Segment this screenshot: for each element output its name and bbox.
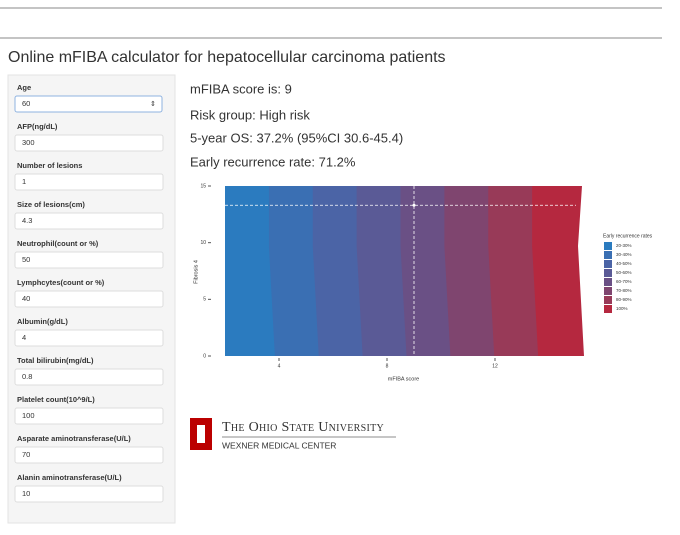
input-label: Size of lesions(cm): [17, 200, 85, 209]
input-label: Number of lesions: [17, 161, 82, 170]
heat-band: [312, 186, 365, 356]
input-box[interactable]: [14, 368, 164, 386]
spinner: ⇕: [150, 100, 156, 108]
input-label: AFP(ng/dL): [17, 122, 58, 131]
heat-band: [488, 186, 541, 356]
legend-label: 40-50%: [616, 261, 632, 266]
heat-band: [400, 186, 453, 356]
legend-swatch: [604, 251, 612, 259]
input-label: Neutrophil(count or %): [17, 239, 99, 248]
logo-name: The Ohio State University: [222, 420, 384, 435]
y-tick-label: 10: [200, 240, 206, 246]
heat-band: [532, 186, 584, 356]
heat-band: [268, 186, 321, 356]
legend-label: 100%: [616, 306, 628, 311]
input-value: 100: [22, 411, 35, 420]
legend-label: 50-60%: [616, 270, 632, 275]
input-value: 60: [22, 99, 30, 108]
result-line: Risk group: High risk: [190, 107, 310, 122]
input-label: Asparate aminotransferase(U/L): [17, 434, 131, 443]
input-value: 4.3: [22, 216, 32, 225]
input-box[interactable]: [14, 290, 164, 308]
result-line: mFIBA score is: 9: [190, 81, 292, 96]
input-value: 4: [22, 333, 26, 342]
legend-swatch: [604, 260, 612, 268]
input-box[interactable]: [14, 329, 164, 347]
x-tick-label: 12: [492, 363, 498, 369]
input-box[interactable]: [14, 212, 164, 230]
legend-label: 60-70%: [616, 279, 632, 284]
input-value: 70: [22, 450, 30, 459]
legend-label: 20-30%: [616, 243, 632, 248]
y-tick-label: 0: [203, 353, 206, 359]
page-title: Online mFIBA calculator for hepatocellul…: [8, 49, 446, 66]
legend-label: 30-40%: [616, 252, 632, 257]
input-box[interactable]: [14, 95, 163, 113]
legend-swatch: [604, 305, 612, 313]
legend-label: 80-90%: [616, 297, 632, 302]
legend-swatch: [604, 278, 612, 286]
input-label: Total bilirubin(mg/dL): [17, 356, 94, 365]
heat-band: [444, 186, 497, 356]
legend-swatch: [604, 296, 612, 304]
legend-swatch: [604, 242, 612, 250]
input-label: Platelet count(10^9/L): [17, 395, 95, 404]
input-box[interactable]: [14, 446, 164, 464]
x-tick-label: 4: [278, 363, 281, 369]
input-label: Alanin aminotransferase(U/L): [17, 473, 122, 482]
input-box[interactable]: [14, 173, 164, 191]
input-box[interactable]: [14, 407, 164, 425]
result-line: Early recurrence rate: 71.2%: [190, 154, 356, 169]
input-box[interactable]: [14, 134, 164, 152]
input-value: 10: [22, 489, 30, 498]
legend-swatch: [604, 269, 612, 277]
input-label: Age: [17, 83, 31, 92]
input-value: 1: [22, 177, 26, 186]
logo-sub: WEXNER MEDICAL CENTER: [222, 440, 336, 450]
input-value: 50: [22, 255, 30, 264]
x-tick-label: 8: [386, 363, 389, 369]
input-value: 300: [22, 138, 35, 147]
input-label: Albumin(g/dL): [17, 317, 68, 326]
marker-point: [412, 203, 416, 207]
input-value: 0.8: [22, 372, 32, 381]
input-label: Lymphcytes(count or %): [17, 278, 105, 287]
x-axis-label: mFIBA score: [388, 376, 419, 382]
heat-band: [356, 186, 409, 356]
heat-band: [225, 186, 277, 356]
y-tick-label: 15: [200, 183, 206, 189]
legend-label: 70-80%: [616, 288, 632, 293]
legend-swatch: [604, 287, 612, 295]
result-line: 5-year OS: 37.2% (95%CI 30.6-45.4): [190, 130, 403, 145]
input-box[interactable]: [14, 251, 164, 269]
legend-title: Early recurrence rates: [603, 233, 653, 239]
y-axis-label: Fibrosis 4: [193, 260, 199, 284]
logo-block-o: [190, 418, 212, 450]
y-tick-label: 5: [203, 297, 206, 303]
input-value: 40: [22, 294, 30, 303]
input-box[interactable]: [14, 485, 164, 503]
